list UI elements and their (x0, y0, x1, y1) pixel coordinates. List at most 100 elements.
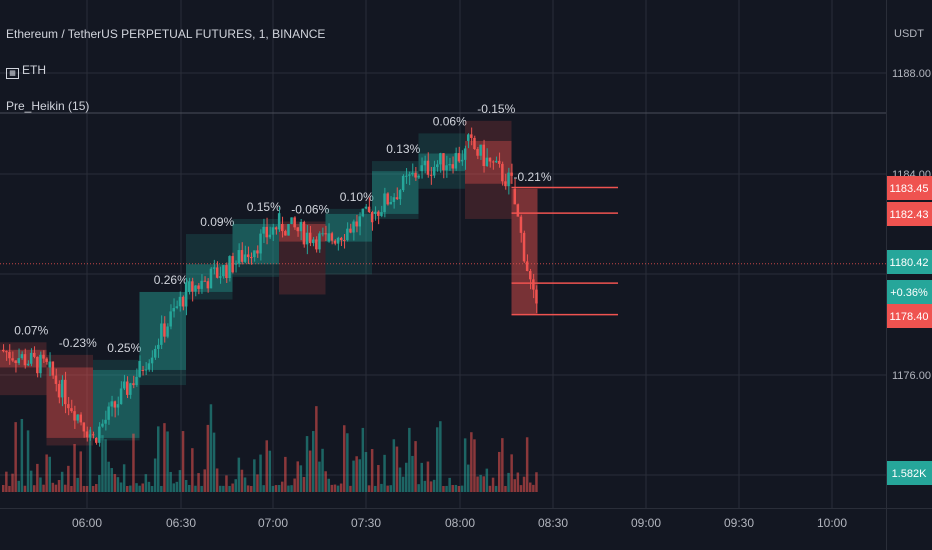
candle-body (265, 226, 268, 238)
candle-body (203, 280, 206, 282)
volume-bar (88, 429, 92, 492)
candle-body (253, 250, 256, 258)
candle-body (172, 308, 175, 312)
candle-body (445, 165, 448, 171)
volume-bar (157, 426, 160, 492)
candle-body (318, 233, 321, 250)
candle-body (215, 267, 219, 278)
volume-bar (79, 451, 82, 492)
volume-bar (54, 484, 58, 492)
volume-bar (262, 485, 265, 492)
candle-body (178, 296, 182, 307)
candle-body (411, 172, 414, 175)
candle-body (420, 165, 423, 172)
candle-body (8, 352, 11, 359)
volume-bar (172, 483, 175, 492)
volume-bar (116, 477, 120, 492)
candle-body (79, 414, 82, 423)
candle-body (191, 281, 194, 292)
candle-body (104, 419, 107, 424)
candle-body (501, 163, 504, 182)
candle-body (57, 383, 61, 398)
volume-bar (188, 484, 191, 492)
volume-bar (308, 450, 312, 492)
volume-bar (219, 485, 222, 492)
candle-body (315, 239, 318, 250)
candle-body (20, 354, 24, 359)
volume-bar (408, 427, 411, 492)
candle-body (281, 224, 284, 232)
box-change-label: 0.13% (386, 142, 420, 156)
volume-bar (271, 485, 275, 492)
volume-bar (82, 485, 86, 492)
volume-bar (225, 475, 228, 492)
volume-bar (358, 459, 361, 492)
volume-bar (352, 460, 355, 492)
candle-body (327, 233, 330, 242)
volume-bar (209, 404, 213, 492)
price-badge-label: 1183.45 (890, 183, 929, 195)
volume-bar (206, 424, 210, 492)
candle-body (302, 222, 306, 245)
volume-bar (135, 483, 138, 492)
candle-body (352, 221, 355, 233)
price-badge (887, 202, 932, 226)
candle-body (234, 263, 237, 265)
volume-bar (107, 461, 110, 492)
volume-bar (327, 478, 330, 492)
body-box (139, 291, 186, 370)
box-change-label: 0.07% (14, 323, 48, 337)
volume-bar (33, 485, 36, 492)
candle-body (91, 434, 95, 436)
box-change-label: 0.09% (200, 215, 234, 229)
candle-body (209, 268, 213, 289)
candle-body (88, 434, 92, 438)
volume-bar (504, 485, 507, 492)
candle-body (163, 323, 166, 337)
volume-bar (485, 468, 489, 492)
candle-body (401, 175, 405, 191)
volume-bar (516, 472, 520, 492)
candle-body (153, 348, 157, 358)
candle-body (498, 160, 501, 164)
volume-bar (20, 418, 24, 492)
volume-bar (281, 481, 284, 492)
candle-body (287, 224, 290, 236)
volume-bar (429, 481, 433, 492)
volume-bar (529, 482, 532, 492)
volume-bar (445, 485, 448, 492)
volume-bar (488, 485, 492, 492)
candle-body (355, 221, 358, 227)
volume-bar (253, 459, 256, 492)
candle-body (284, 231, 287, 236)
range-box (0, 342, 47, 396)
candle-body (132, 383, 135, 386)
volume-bar (17, 480, 20, 492)
candle-body (380, 212, 383, 216)
volume-bar (113, 474, 117, 492)
candle-body (370, 212, 374, 223)
candle-body (343, 240, 346, 242)
candle-body (507, 172, 510, 187)
volume-bar (45, 454, 48, 492)
volume-bar (510, 454, 513, 492)
volume-bar (460, 485, 464, 492)
volume-bar (132, 433, 135, 492)
symbol-icon: ▦ (6, 68, 19, 79)
volume-badge (887, 461, 932, 485)
box-change-label: 0.26% (154, 273, 188, 287)
volume-bar (26, 430, 30, 492)
volume-bar (64, 484, 67, 492)
candle-body (166, 326, 169, 337)
candle-body (240, 250, 244, 262)
candle-body (408, 174, 411, 176)
volume-bar (318, 461, 321, 492)
candle-body (76, 414, 79, 421)
volume-bar (153, 458, 157, 492)
candle-body (349, 228, 352, 233)
volume-bar (321, 448, 324, 492)
candle-body (122, 381, 126, 389)
candle-body (513, 188, 516, 205)
candle-body (358, 216, 361, 227)
